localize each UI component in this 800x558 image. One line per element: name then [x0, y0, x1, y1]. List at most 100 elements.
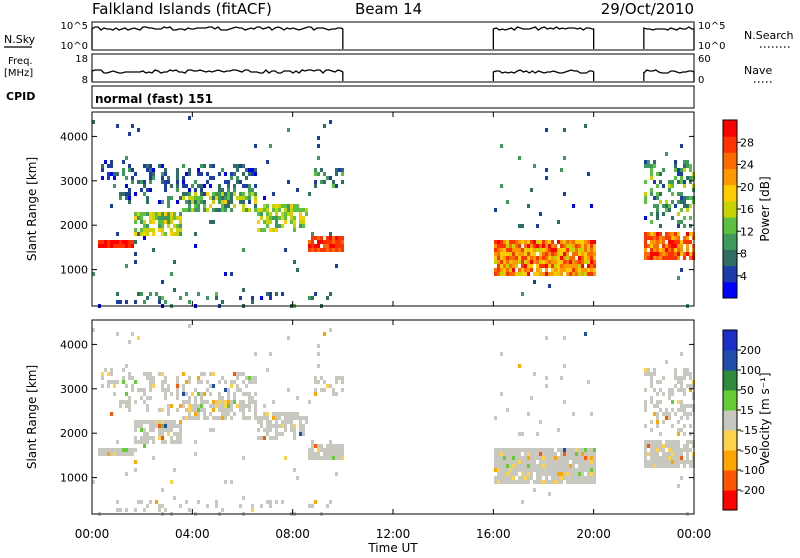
power-cell-69 [131, 240, 134, 244]
power-cell-582 [500, 244, 503, 248]
power-cell-52 [125, 240, 128, 244]
power-cell-703 [539, 244, 542, 248]
power-cell-860 [590, 240, 593, 244]
velocity-cell-1014 [677, 428, 680, 432]
power-cell-441 [281, 292, 284, 296]
power-cell-1002 [674, 236, 677, 240]
power-cell-937 [656, 244, 659, 248]
velocity-cell-724 [545, 456, 548, 460]
power-cell-924 [653, 252, 656, 256]
velocity-cell-450 [287, 412, 290, 416]
velocity-cell-178 [167, 420, 170, 424]
power-cell-391 [257, 208, 260, 212]
power-cell-354 [242, 184, 245, 188]
station-title: Falkland Islands (fitACF) [92, 0, 272, 18]
power-cell-483 [308, 240, 311, 244]
velocity-cell-309 [221, 408, 224, 412]
velocity-cell-562 [494, 448, 497, 452]
power-cell-146 [158, 228, 161, 232]
power-cell-508 [317, 248, 320, 252]
velocity-cell-540 [332, 456, 335, 460]
velocity-cell-282 [209, 404, 212, 408]
y-tick-label-1: 3000 [60, 383, 88, 396]
power-cell-316 [224, 196, 227, 200]
velocity-cell-110 [146, 404, 149, 408]
power-cell-983 [668, 256, 671, 260]
velocity-cell-449 [287, 388, 290, 392]
velocity-cell-825 [578, 460, 581, 464]
power-cell-489 [311, 240, 314, 244]
power-cell-494 [314, 172, 317, 176]
power-cell-652 [521, 268, 524, 272]
power-cell-579 [500, 144, 503, 148]
velocity-cell-236 [188, 412, 191, 416]
power-cell-999 [674, 176, 677, 180]
velocity-cell-353 [242, 380, 245, 384]
power-cell-751 [554, 252, 557, 256]
power-cell-1 [92, 272, 95, 276]
velocity-colorbar-swatch-1 [723, 470, 737, 491]
power-cell-239 [191, 184, 194, 188]
power-cell-690 [533, 272, 536, 276]
velocity-cell-895 [647, 444, 650, 448]
power-cell-450 [287, 204, 290, 208]
power-cell-996 [674, 160, 677, 164]
power-cell-120 [149, 176, 152, 180]
velocity-cell-553 [338, 456, 341, 460]
power-cell-702 [539, 240, 542, 244]
power-cell-323 [227, 188, 230, 192]
power-cell-476 [302, 208, 305, 212]
velocity-cell-534 [329, 500, 332, 504]
power-cell-84 [137, 212, 140, 216]
power-cell-517 [323, 180, 326, 184]
power-cell-496 [314, 184, 317, 188]
power-cell-599 [506, 200, 509, 204]
velocity-cell-940 [656, 464, 659, 468]
power-cell-488 [311, 236, 314, 240]
power-cell-328 [230, 172, 233, 176]
velocity-cell-942 [659, 388, 662, 392]
power-cell-66 [131, 168, 134, 172]
velocity-cell-260 [197, 500, 200, 504]
power-cell-844 [584, 252, 587, 256]
velocity-cell-886 [644, 444, 647, 448]
power-cell-846 [584, 260, 587, 264]
velocity-cell-154 [161, 420, 164, 424]
velocity-cell-800 [569, 468, 572, 472]
velocity-cell-398 [260, 436, 263, 440]
velocity-cell-899 [650, 372, 653, 376]
velocity-cell-767 [560, 448, 563, 452]
power-cell-132 [152, 216, 155, 220]
velocity-cell-1040 [683, 372, 686, 376]
power-cell-227 [185, 208, 188, 212]
velocity-cell-195 [173, 468, 176, 472]
velocity-cell-762 [557, 468, 560, 472]
power-cell-800 [569, 260, 572, 264]
power-cell-771 [560, 256, 563, 260]
velocity-cell-128 [152, 376, 155, 380]
power-cell-90 [140, 212, 143, 216]
velocity-cell-359 [242, 416, 245, 420]
power-cell-24 [113, 172, 116, 176]
velocity-cell-220 [182, 400, 185, 404]
velocity-cell-740 [551, 448, 554, 452]
velocity-cell-55 [125, 508, 128, 512]
velocity-cell-206 [176, 436, 179, 440]
velocity-cell-464 [293, 436, 296, 440]
power-cell-732 [548, 244, 551, 248]
power-cell-5 [101, 164, 104, 168]
velocity-cell-8 [101, 448, 104, 452]
velocity-cell-231 [188, 380, 191, 384]
power-cell-909 [650, 240, 653, 244]
velocity-cell-705 [539, 460, 542, 464]
velocity-cell-254 [197, 380, 200, 384]
velocity-cell-318 [224, 412, 227, 416]
power-cell-644 [518, 272, 521, 276]
power-cell-762 [557, 260, 560, 264]
power-cell-994 [671, 252, 674, 256]
velocity-cell-557 [341, 444, 344, 448]
velocity-cell-526 [326, 504, 329, 508]
power-cell-420 [272, 192, 275, 196]
power-cell-984 [671, 180, 674, 184]
velocity-cell-237 [188, 416, 191, 420]
